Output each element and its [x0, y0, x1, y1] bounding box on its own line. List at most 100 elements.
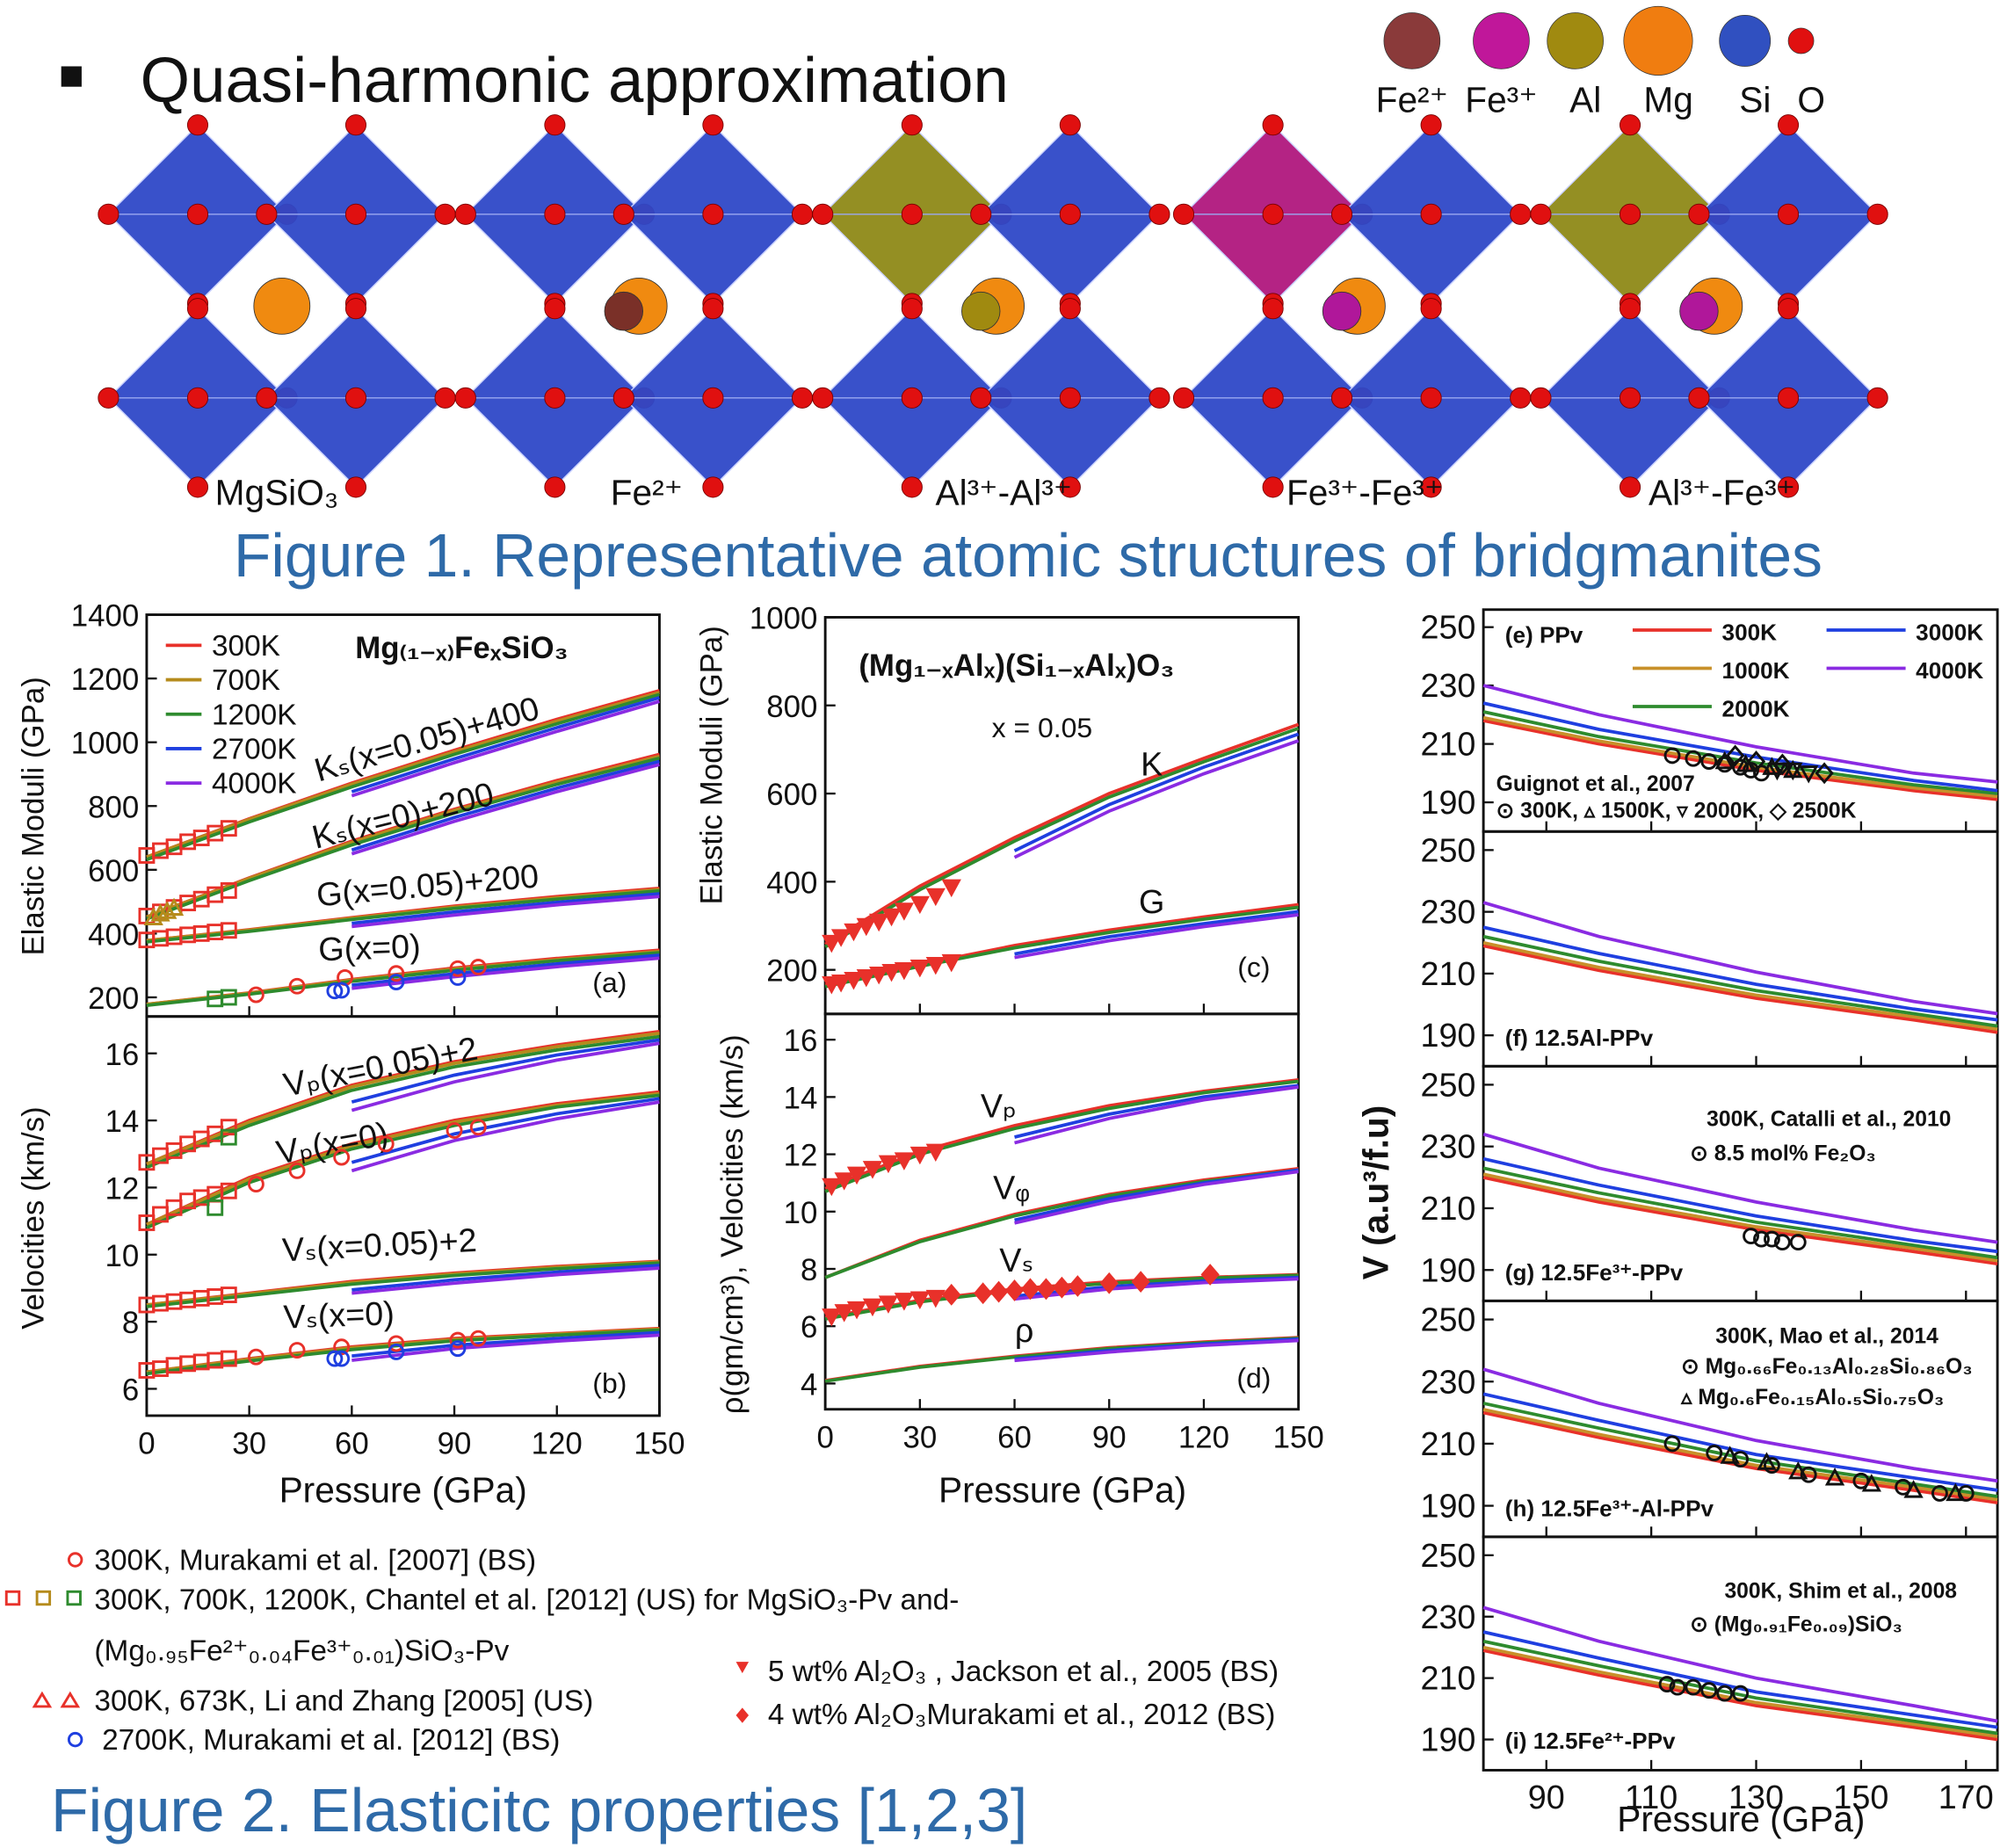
- oxygen: [1620, 115, 1640, 135]
- oxygen: [345, 204, 366, 224]
- legend-label: 700K: [212, 664, 280, 697]
- legend-marker: [68, 1591, 81, 1605]
- oxygen: [345, 477, 366, 497]
- atom-swatch: [1788, 28, 1814, 54]
- curve-label: Vₚ(x=0.05)+2: [280, 1030, 481, 1104]
- oxygen: [1511, 204, 1531, 224]
- panel-label: (c): [1237, 952, 1270, 983]
- atom-swatch: [1624, 6, 1692, 75]
- y-tick-label: 800: [88, 790, 139, 824]
- oxygen: [703, 388, 723, 408]
- oxygen: [187, 204, 207, 224]
- data-point: [208, 1200, 222, 1214]
- oxygen: [1331, 204, 1351, 224]
- x-tick-label: 0: [138, 1427, 155, 1461]
- oxygen: [1331, 388, 1351, 408]
- x-tick-label: 90: [438, 1427, 472, 1461]
- curve-label: Vₛ: [999, 1242, 1033, 1279]
- atom-label: Fe²⁺: [1376, 80, 1448, 120]
- y-axis-label: ρ(gm/cm³), Velocities (km/s): [715, 1034, 750, 1414]
- atom-swatch: [1474, 13, 1530, 69]
- oxygen: [1689, 204, 1709, 224]
- oxygen: [792, 204, 812, 224]
- y-tick-label: 10: [784, 1196, 818, 1230]
- curve: [1483, 1159, 1997, 1252]
- oxygen: [902, 477, 922, 497]
- y-tick-label: 4: [801, 1367, 817, 1402]
- y-tick-label: 230: [1420, 894, 1475, 931]
- cation: [1680, 292, 1719, 330]
- oxygen: [98, 204, 119, 224]
- y-tick-label: 250: [1420, 831, 1475, 868]
- data-point: [928, 889, 943, 903]
- legend-label: 300K: [1722, 620, 1778, 646]
- panel-label: (f) 12.5Al-PPv: [1505, 1025, 1654, 1051]
- oxygen: [902, 299, 922, 319]
- x-axis-label: Pressure (GPa): [279, 1470, 527, 1511]
- structure-label: Al³⁺-Fe³⁺: [1649, 473, 1795, 513]
- curve: [1483, 1632, 1997, 1727]
- legend-marker: [34, 1693, 77, 1707]
- y-tick-label: 400: [766, 866, 817, 900]
- cation: [254, 278, 310, 334]
- x-tick-label: 30: [902, 1420, 937, 1454]
- y-tick-label: 8: [801, 1253, 817, 1287]
- cation: [961, 292, 1000, 330]
- y-tick-label: 1400: [71, 599, 139, 634]
- y-tick-label: 230: [1420, 1598, 1475, 1635]
- panel-title: Mg₍₁₋ₓ₎FeₓSiO₃: [355, 631, 568, 665]
- y-tick-label: 250: [1420, 1066, 1475, 1103]
- oxygen: [792, 388, 812, 408]
- oxygen: [1263, 115, 1283, 135]
- oxygen: [703, 477, 723, 497]
- x-tick-label: 60: [997, 1420, 1032, 1454]
- oxygen: [545, 204, 565, 224]
- oxygen: [455, 388, 475, 408]
- y-tick-label: 6: [122, 1373, 139, 1408]
- x-tick-label: 170: [1938, 1779, 1994, 1815]
- x-tick-label: 120: [1178, 1420, 1229, 1454]
- legend-marker: [736, 1662, 750, 1673]
- oxygen: [545, 388, 565, 408]
- structure-label: Al³⁺-Al³⁺: [935, 473, 1072, 513]
- oxygen: [1867, 388, 1888, 408]
- legend-text: 4 wt% Al₂O₃Murakami et al., 2012 (BS): [768, 1699, 1275, 1731]
- y-tick-label: 230: [1420, 1363, 1475, 1400]
- curve: [1015, 1087, 1299, 1143]
- y-tick-label: 230: [1420, 667, 1475, 704]
- oxygen: [1149, 388, 1170, 408]
- legend-marker: [69, 1733, 82, 1746]
- y-tick-label: 14: [105, 1105, 139, 1139]
- cation: [1322, 292, 1361, 330]
- y-tick-label: 210: [1420, 1425, 1475, 1462]
- oxygen: [545, 477, 565, 497]
- structure-label: Fe²⁺: [611, 473, 683, 513]
- x-tick-label: 60: [335, 1427, 369, 1461]
- curve-label: Vₛ(x=0): [283, 1294, 395, 1335]
- y-tick-label: 210: [1420, 1660, 1475, 1697]
- data-point: [944, 1286, 959, 1303]
- oxygen: [813, 388, 833, 408]
- oxygen: [813, 204, 833, 224]
- curve: [147, 1092, 660, 1225]
- curve: [1483, 927, 1997, 1019]
- oxygen: [187, 115, 207, 135]
- data-point: [991, 1283, 1006, 1301]
- legend-text: 300K, 700K, 1200K, Chantel et al. [2012]…: [94, 1584, 959, 1617]
- y-tick-label: 210: [1420, 955, 1475, 992]
- y-tick-label: 1000: [71, 727, 139, 761]
- y-tick-label: 1000: [750, 602, 817, 636]
- oxygen: [1511, 388, 1531, 408]
- y-tick-label: 250: [1420, 1537, 1475, 1574]
- y-axis-label: Velocities (km/s): [16, 1106, 50, 1330]
- atom-label: Mg: [1643, 80, 1692, 120]
- curve: [825, 1170, 1299, 1277]
- oxygen: [1263, 299, 1283, 319]
- atom-swatch: [1384, 13, 1440, 69]
- curve-label: K: [1141, 745, 1163, 782]
- panel-note: Guignot et al., 2007: [1496, 772, 1695, 796]
- oxygen: [1778, 115, 1798, 135]
- panel-note: 300K, Shim et al., 2008: [1724, 1580, 1957, 1604]
- panel-label: (a): [592, 967, 627, 998]
- panel-label: (d): [1236, 1362, 1271, 1394]
